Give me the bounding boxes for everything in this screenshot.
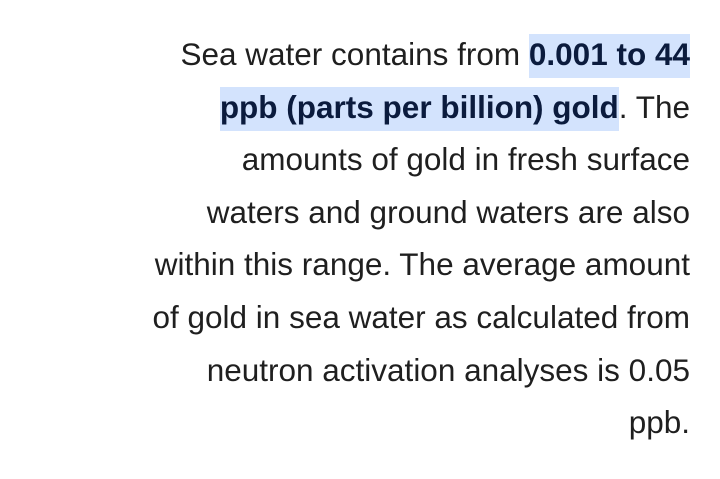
answer-paragraph: Sea water contains from 0.001 to 44 ppb …: [10, 28, 690, 449]
text-line: within this range. The average amount: [154, 246, 690, 283]
text-span: Sea water contains from: [180, 36, 529, 72]
text-line: neutron activation analyses is 0.05: [206, 351, 690, 388]
text-span: . The: [618, 88, 690, 125]
text-line: ppb (parts per billion) gold. The: [10, 81, 690, 134]
highlighted-text: 0.001 to 44: [528, 34, 690, 78]
highlighted-text: ppb (parts per billion) gold: [219, 86, 619, 131]
text-line: of gold in sea water as calculated from: [152, 298, 690, 335]
text-line: Sea water contains from 0.001 to 44: [10, 28, 690, 81]
text-line: amounts of gold in fresh surface: [241, 141, 690, 178]
text-line: waters and ground waters are also: [206, 193, 690, 230]
text-line: ppb.: [628, 404, 690, 441]
